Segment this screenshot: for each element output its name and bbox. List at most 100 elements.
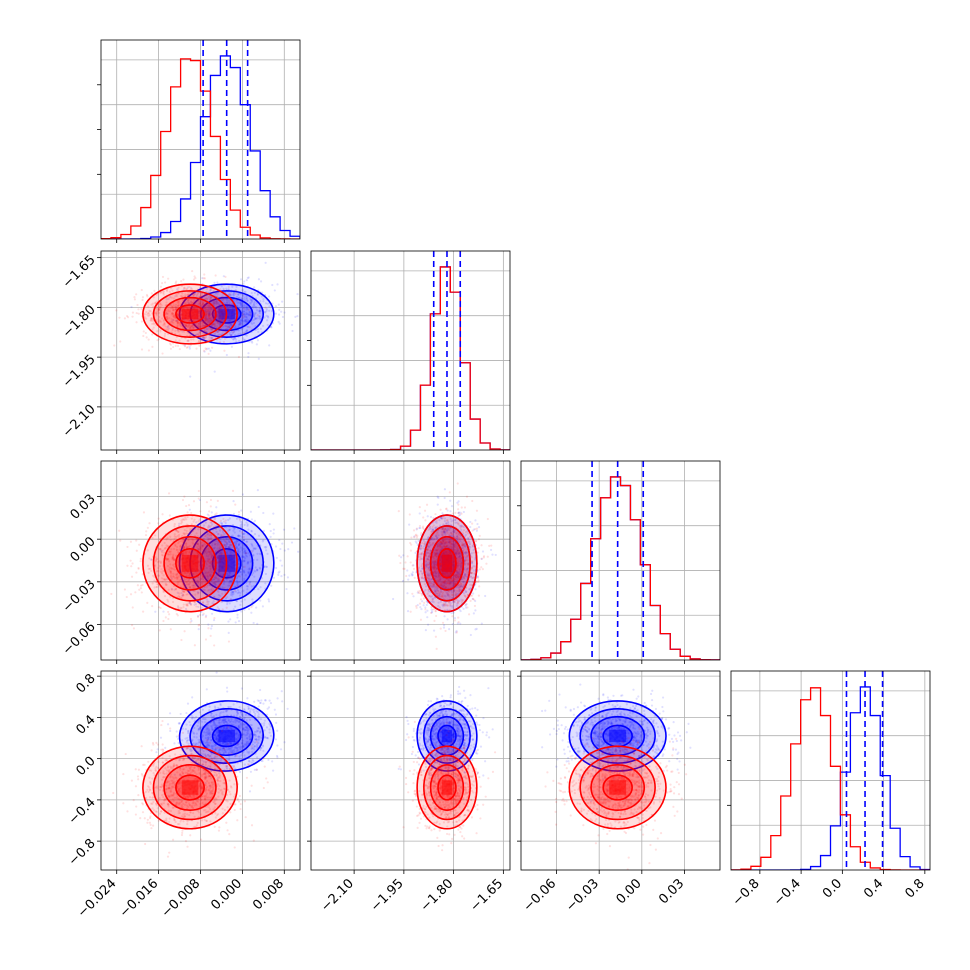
scatter-point <box>241 493 245 496</box>
scatter-point <box>167 553 170 556</box>
scatter-point <box>197 544 200 547</box>
scatter-point <box>239 520 242 523</box>
panel-2-0 <box>101 461 300 660</box>
scatter-point <box>264 582 267 585</box>
scatter-point <box>214 577 217 580</box>
scatter-point <box>207 306 210 309</box>
scatter-point <box>140 348 144 351</box>
scatter-point <box>207 623 210 626</box>
scatter-point <box>203 350 206 353</box>
scatter-point <box>240 531 243 534</box>
scatter-point <box>182 582 185 585</box>
scatter-point <box>212 516 215 519</box>
scatter-point <box>182 545 185 548</box>
scatter-point <box>231 590 235 594</box>
scatter-point <box>246 561 250 564</box>
scatter-point <box>293 527 296 530</box>
scatter-point <box>445 591 448 594</box>
scatter-point <box>198 309 201 312</box>
scatter-point <box>464 573 467 576</box>
scatter-point <box>224 519 227 522</box>
scatter-point <box>243 338 246 341</box>
scatter-point <box>182 590 185 593</box>
scatter-point <box>196 592 200 595</box>
scatter-point <box>196 292 199 295</box>
scatter-point <box>434 572 437 575</box>
scatter-point <box>177 286 180 290</box>
scatter-point <box>225 552 228 555</box>
scatter-point <box>188 334 191 337</box>
scatter-point <box>218 560 221 563</box>
scatter-point <box>246 524 249 527</box>
scatter-point <box>217 577 220 580</box>
scatter-point <box>192 293 195 296</box>
scatter-point <box>208 557 211 561</box>
scatter-point <box>457 503 460 506</box>
scatter-point <box>205 310 208 314</box>
scatter-point <box>159 548 162 551</box>
scatter-point <box>223 543 226 546</box>
scatter-point <box>140 320 144 323</box>
scatter-point <box>435 576 438 579</box>
scatter-point <box>436 536 439 539</box>
scatter-point <box>192 581 195 584</box>
scatter-point <box>178 548 181 551</box>
scatter-point <box>204 322 208 325</box>
scatter-point <box>206 550 209 553</box>
scatter-point <box>227 546 231 549</box>
scatter-point <box>226 551 229 554</box>
scatter-point <box>175 529 178 532</box>
scatter-point <box>183 585 186 589</box>
scatter-point <box>242 569 246 572</box>
scatter-point <box>452 611 455 614</box>
scatter-point <box>236 591 239 595</box>
scatter-point <box>169 539 172 542</box>
scatter-point <box>216 302 219 305</box>
scatter-point <box>212 547 215 550</box>
scatter-point <box>201 302 204 305</box>
scatter-point <box>237 534 240 537</box>
scatter-point <box>185 572 188 575</box>
scatter-point <box>241 590 244 593</box>
scatter-point <box>167 492 171 495</box>
scatter-point <box>189 603 193 607</box>
scatter-point <box>252 304 255 307</box>
scatter-point <box>440 533 444 537</box>
scatter-point <box>231 523 235 527</box>
scatter-point <box>163 334 166 337</box>
scatter-point <box>449 499 452 502</box>
scatter-point <box>179 522 183 525</box>
scatter-point <box>209 327 212 330</box>
scatter-point <box>229 543 233 546</box>
scatter-point <box>204 323 207 326</box>
scatter-point <box>179 308 183 311</box>
scatter-point <box>209 574 212 577</box>
scatter-point <box>174 303 178 306</box>
scatter-point <box>135 539 138 542</box>
scatter-point <box>469 525 472 529</box>
scatter-point <box>191 579 194 582</box>
scatter-point <box>185 593 188 596</box>
scatter-point <box>161 317 164 320</box>
scatter-point <box>445 522 448 525</box>
scatter-point <box>216 561 219 565</box>
scatter-point <box>242 539 245 542</box>
scatter-point <box>204 580 207 583</box>
scatter-point <box>172 297 175 300</box>
scatter-point <box>229 550 232 553</box>
scatter-point <box>218 310 221 313</box>
scatter-point <box>181 498 185 502</box>
scatter-point <box>228 581 231 584</box>
scatter-point <box>173 525 176 528</box>
scatter-point <box>189 617 193 621</box>
scatter-point <box>209 296 213 299</box>
scatter-point <box>240 509 243 512</box>
scatter-point <box>216 295 219 298</box>
scatter-point <box>222 517 225 521</box>
scatter-point <box>208 565 212 568</box>
scatter-point <box>207 548 210 551</box>
scatter-point <box>192 294 196 297</box>
scatter-point <box>131 606 134 609</box>
scatter-point <box>223 337 227 340</box>
scatter-point <box>208 309 211 313</box>
